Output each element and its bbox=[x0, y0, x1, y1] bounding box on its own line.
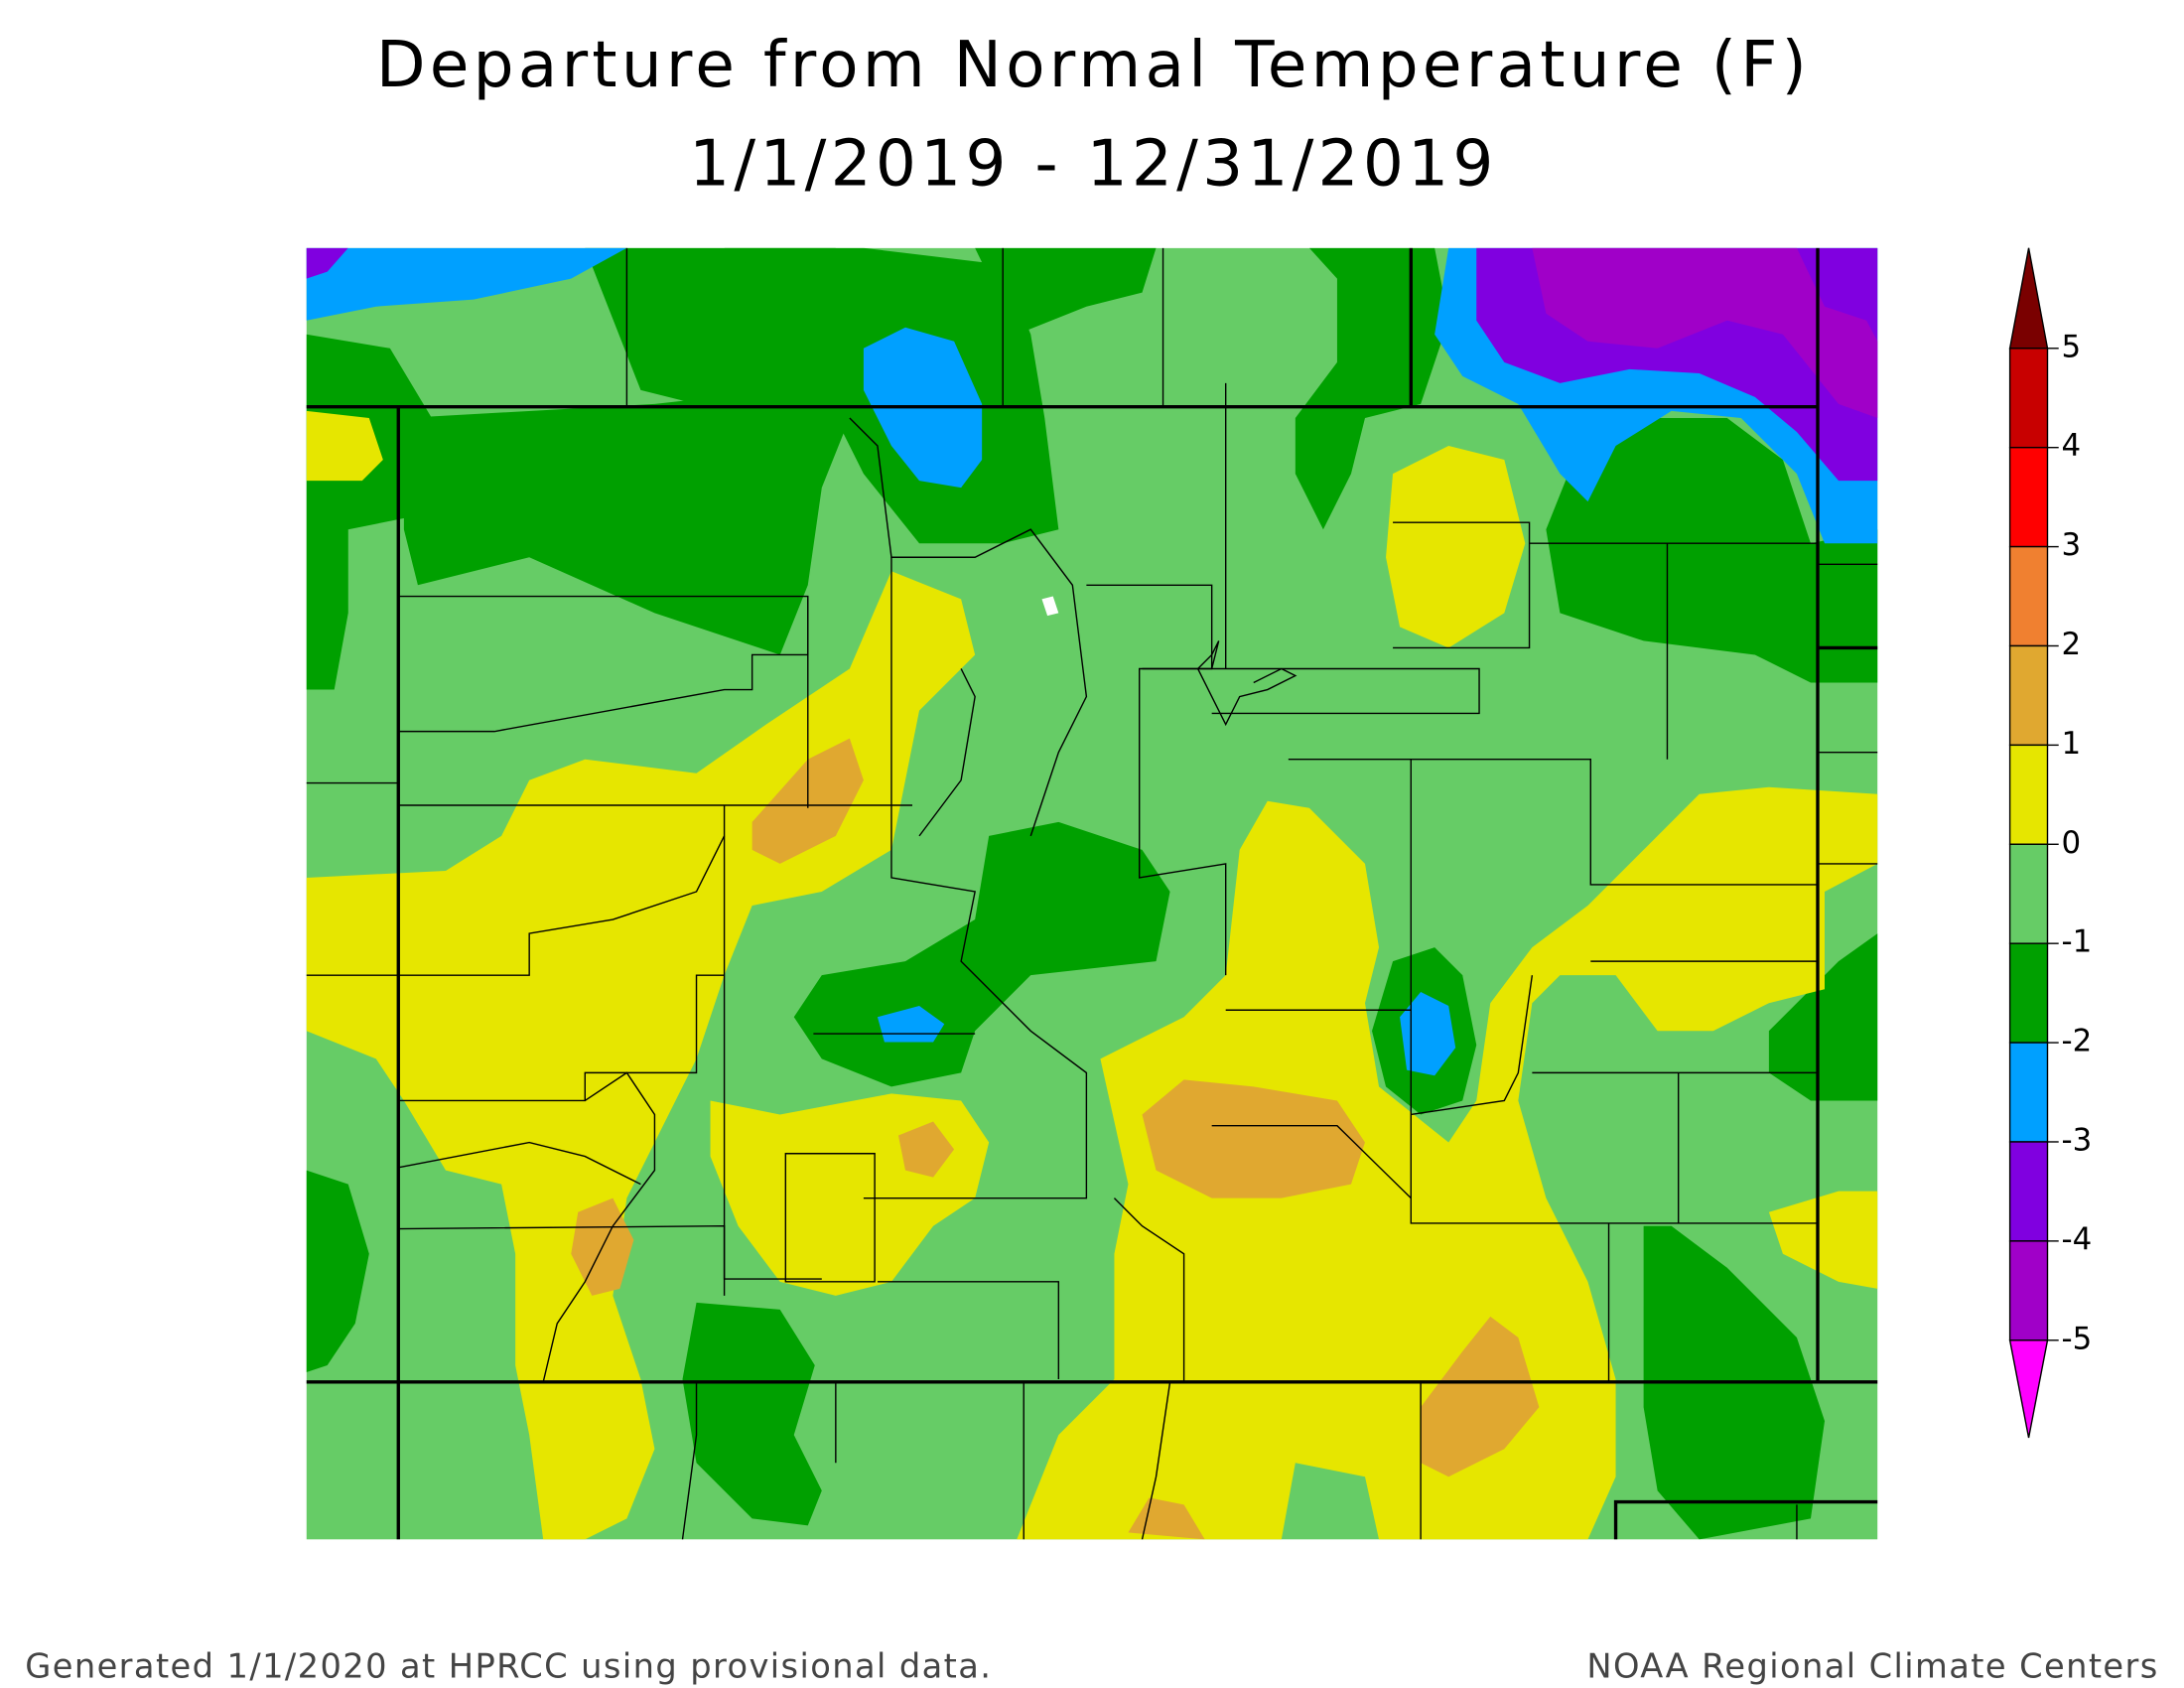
legend-swatch bbox=[2008, 1042, 2049, 1143]
legend-tick-label: 5 bbox=[2062, 329, 2082, 364]
legend-tick-label: 2 bbox=[2062, 627, 2082, 662]
legend-tick-label: -1 bbox=[2062, 924, 2093, 960]
legend-swatch bbox=[2008, 348, 2049, 449]
legend-swatch bbox=[2008, 744, 2049, 845]
legend-tick-label: 0 bbox=[2062, 825, 2082, 861]
legend-swatch bbox=[2008, 545, 2049, 647]
subtitle: 1/1/2019 - 12/31/2019 bbox=[689, 127, 1497, 202]
footer-left: Generated 1/1/2020 at HPRCC using provis… bbox=[25, 1646, 992, 1685]
title: Departure from Normal Temperature (F) bbox=[376, 28, 1811, 102]
legend-arrow-top bbox=[2008, 247, 2049, 350]
legend-swatch bbox=[2008, 1240, 2049, 1341]
legend-tick-label: -2 bbox=[2062, 1024, 2093, 1059]
legend-tick-label: -5 bbox=[2062, 1321, 2093, 1356]
legend-swatch bbox=[2008, 644, 2049, 747]
legend-swatch bbox=[2008, 1141, 2049, 1242]
legend-tick-label: 3 bbox=[2062, 527, 2082, 563]
legend-tick-label: -4 bbox=[2062, 1221, 2093, 1257]
legend: 5 4 3 2 1 0 -1 -2 -3 -4 -5 bbox=[2008, 247, 2093, 1439]
footer-right: NOAA Regional Climate Centers bbox=[1586, 1646, 2158, 1685]
legend-tick-label: 4 bbox=[2062, 428, 2082, 464]
legend-arrow-bottom bbox=[2008, 1339, 2049, 1439]
legend-swatch bbox=[2008, 843, 2049, 944]
legend-swatch bbox=[2008, 942, 2049, 1044]
legend-tick-label: -3 bbox=[2062, 1122, 2093, 1158]
legend-tick-label: 1 bbox=[2062, 726, 2082, 762]
map bbox=[306, 247, 1878, 1540]
legend-swatch bbox=[2008, 446, 2049, 548]
